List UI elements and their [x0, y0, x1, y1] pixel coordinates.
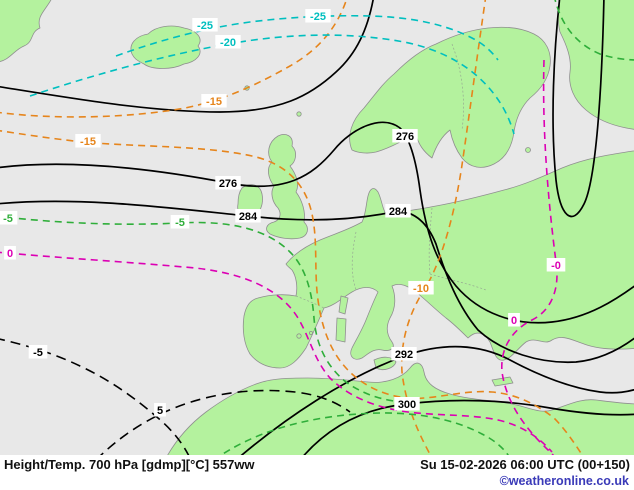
contour-label-box	[305, 9, 331, 23]
contour-label-box	[201, 94, 227, 108]
contour-label-box	[154, 403, 166, 417]
contour-label: 300	[398, 399, 416, 411]
contour-label-box	[170, 215, 190, 229]
contour-label: -15	[80, 136, 96, 148]
contour-label: -0	[551, 260, 561, 272]
contour-label-box	[215, 35, 241, 49]
contour-label-box	[235, 209, 261, 223]
island-shetland	[296, 111, 302, 117]
contour-label-box	[215, 176, 241, 190]
land-iceland	[130, 25, 201, 69]
contour-label-box	[385, 204, 411, 218]
dashed-contour-minus5	[0, 338, 190, 455]
contour-label: -25	[197, 20, 213, 32]
map-svg: 276 276 284 284 292 300 -5 5 -15 -15 -10 -5 -5 0 -0 0 -2…	[0, 0, 634, 455]
border-central-europe	[429, 273, 487, 291]
contour-label: 276	[396, 131, 414, 143]
contour-label-box	[75, 134, 101, 148]
dashed-contour-plus5	[100, 389, 351, 455]
contour-label: 284	[239, 211, 258, 223]
temp-contour-green-south	[219, 412, 509, 455]
land-greenland	[0, 0, 52, 62]
temp-contour-minus20	[29, 34, 515, 135]
contour-label: -25	[310, 11, 326, 23]
border-france-germany	[351, 231, 357, 291]
contour-label: -5	[175, 217, 185, 229]
contour-label: -5	[33, 347, 43, 359]
height-contour-292	[240, 345, 634, 455]
contour-label-box	[0, 211, 18, 225]
temp-contour-minus5	[0, 215, 423, 404]
contour-label-box	[408, 281, 434, 295]
copyright-link[interactable]: ©weatheronline.co.uk	[499, 474, 629, 488]
contour-label-box	[4, 246, 16, 260]
contour-label: -20	[220, 37, 236, 49]
contour-labels-layer: 276 276 284 284 292 300 -5 5 -15 -15 -10 -5 -5 0 -0 0 -2…	[0, 9, 566, 417]
copyright-row: ©weatheronline.co.uk	[500, 472, 629, 488]
contour-label-box	[394, 397, 420, 411]
contour-label-box	[28, 345, 48, 359]
contour-label-box	[508, 313, 520, 327]
contour-label: 284	[389, 206, 408, 218]
temp-contour-zero-west	[0, 251, 553, 453]
map-datetime: Su 15-02-2026 06:00 UTC (00+150)	[420, 456, 630, 472]
contour-label-box	[546, 258, 566, 272]
contour-label: -10	[413, 283, 429, 295]
contour-label-box	[192, 18, 218, 32]
height-contour-upper-left	[0, 0, 374, 113]
island-crete	[491, 376, 514, 387]
island-menorca	[308, 330, 313, 335]
border-norway-sweden	[451, 43, 464, 131]
height-contour-300	[303, 399, 634, 455]
height-contour-284	[0, 200, 634, 364]
land-britain	[266, 134, 308, 240]
island-mallorca	[296, 333, 302, 339]
height-contour-trough-hairpin	[552, 0, 605, 218]
contour-label: 292	[395, 349, 413, 361]
contour-label-box	[391, 347, 417, 361]
island-corsica	[338, 295, 349, 315]
footer-bar: Height/Temp. 700 hPa [gdmp][°C] 557ww Su…	[0, 456, 634, 472]
contour-label: 0	[7, 248, 13, 260]
contour-label: 5	[157, 405, 163, 417]
contour-label-box	[392, 129, 418, 143]
map-area: 276 276 284 284 292 300 -5 5 -15 -15 -10 -5 -5 0 -0 0 -2…	[0, 0, 634, 455]
temp-contour-minus15-south	[0, 129, 584, 455]
border-germany-poland	[428, 207, 433, 275]
temp-contour-green-northeast	[554, 0, 634, 61]
land-finland-baltics	[557, 0, 634, 130]
contour-label: 276	[219, 178, 237, 190]
contour-label: 0	[511, 315, 517, 327]
island-gotland	[525, 147, 531, 153]
contour-label: -5	[3, 213, 13, 225]
contour-label: -15	[206, 96, 222, 108]
map-title: Height/Temp. 700 hPa [gdmp][°C] 557ww	[4, 456, 255, 472]
island-sardinia	[335, 317, 347, 343]
temp-contour-zero-east	[501, 59, 558, 455]
border-pyrenees	[295, 295, 325, 309]
temp-contour-minus10	[400, 0, 487, 455]
temp-contour-minus25	[115, 14, 499, 61]
